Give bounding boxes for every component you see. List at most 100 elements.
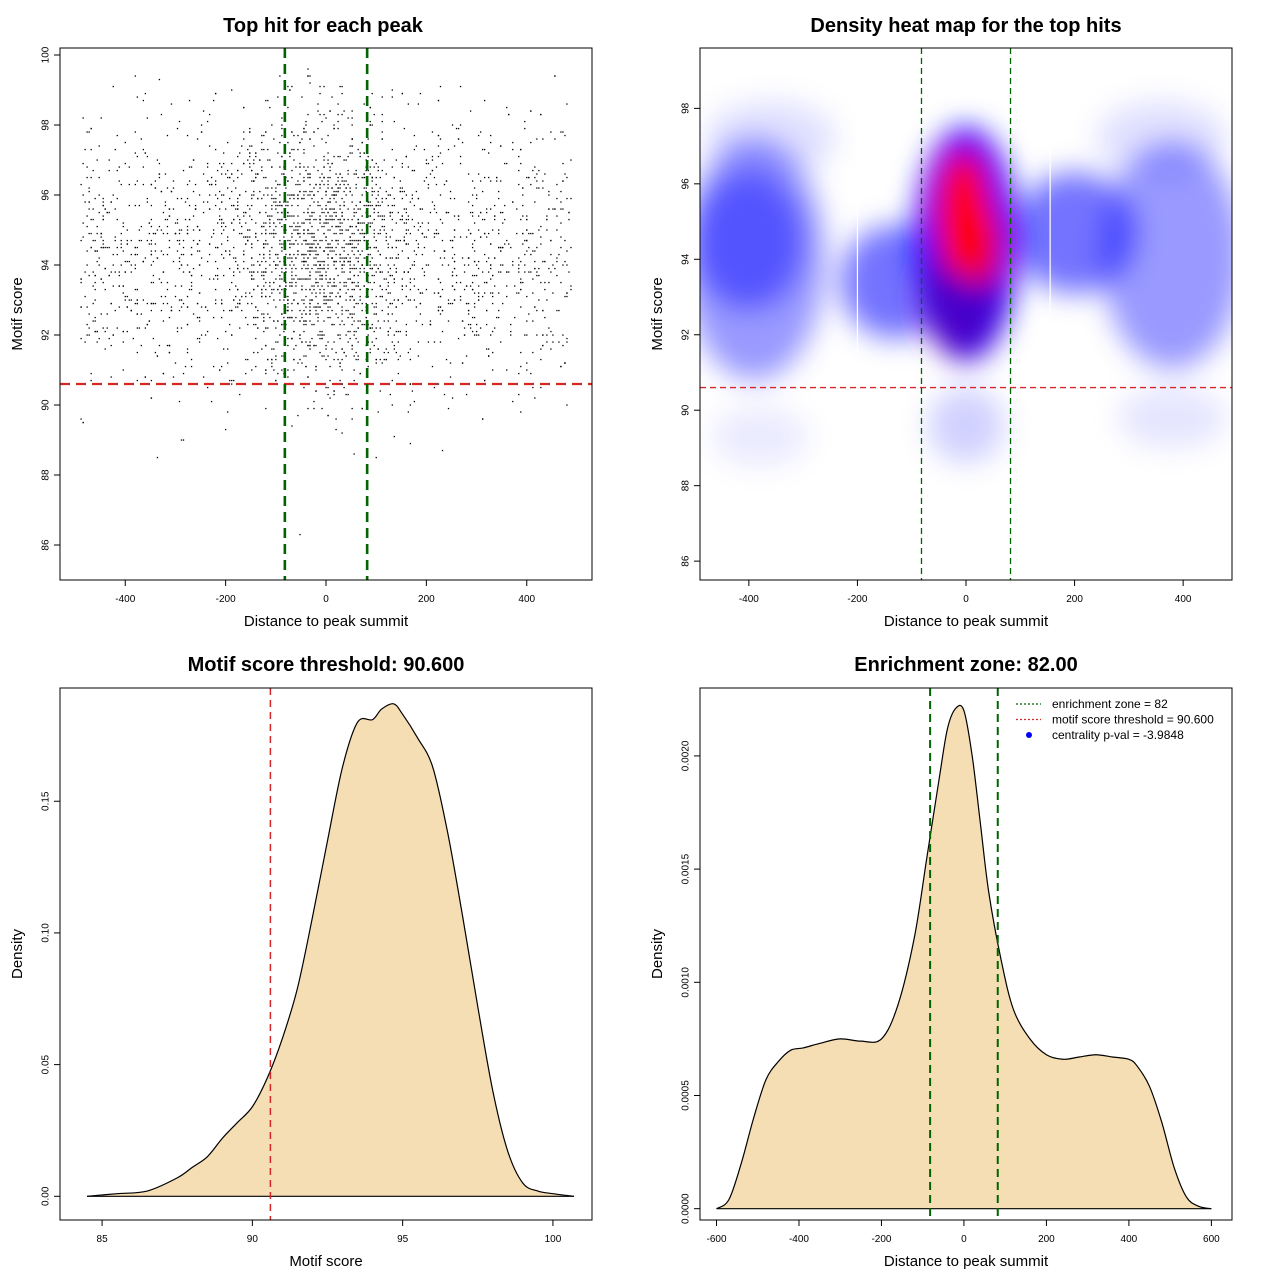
scatter-point	[297, 362, 299, 364]
scatter-point	[305, 288, 307, 291]
scatter-point	[231, 334, 233, 336]
scatter-point	[425, 159, 428, 161]
scatter-point	[265, 204, 267, 207]
scatter-point	[331, 225, 333, 228]
scatter-point	[355, 246, 357, 249]
scatter-point	[518, 183, 520, 186]
scatter-point	[355, 351, 357, 354]
scatter-point	[315, 313, 317, 315]
scatter-point	[231, 89, 233, 91]
scatter-point	[353, 173, 355, 175]
scatter-point	[249, 131, 251, 133]
scatter-point	[152, 274, 155, 277]
scatter-point	[88, 190, 90, 193]
scatter-point	[395, 267, 397, 270]
scatter-point	[214, 194, 217, 196]
scatter-point	[377, 166, 379, 168]
scatter-point	[329, 292, 331, 294]
scatter-point	[341, 232, 343, 235]
scatter-point	[279, 285, 281, 287]
scatter-point	[255, 236, 257, 238]
scatter-point	[182, 253, 185, 256]
heatmap-y-tick-label: 90	[681, 404, 692, 416]
scatter-point	[399, 239, 401, 242]
scatter-point	[281, 369, 283, 371]
scatter-point	[387, 243, 389, 245]
scatter-point	[96, 341, 98, 343]
scatter-point	[500, 145, 502, 147]
scatter-point	[281, 243, 283, 245]
scatter-point	[375, 295, 377, 298]
scatter-point	[166, 344, 169, 347]
scatter-point	[349, 145, 351, 147]
scatter-point	[377, 215, 379, 217]
scatter-point	[301, 316, 303, 319]
scatter-point	[223, 222, 225, 224]
scatter-point	[512, 260, 514, 263]
scatter-point	[146, 197, 149, 200]
scatter-point	[486, 323, 488, 326]
scatter-point	[349, 295, 351, 298]
scatter-point	[251, 194, 253, 196]
scatter-point	[451, 246, 454, 249]
scatter-point	[399, 218, 401, 221]
scatter-point	[347, 288, 349, 291]
scatter-point	[293, 148, 295, 151]
scatter-point	[481, 418, 484, 420]
scatter-point	[373, 274, 375, 277]
scatter-point	[327, 264, 329, 266]
scatter-point	[263, 320, 265, 322]
scatter-point	[554, 267, 556, 270]
scatter-point	[411, 197, 414, 200]
scatter-point	[475, 197, 478, 200]
scatter-point	[502, 222, 504, 224]
scatter-point	[361, 264, 363, 266]
scatter-point	[405, 330, 408, 333]
scatter-point	[311, 236, 313, 238]
scatter-point	[168, 239, 171, 242]
scatter-point	[152, 302, 155, 305]
score-density-x-tick-label: 100	[545, 1234, 562, 1245]
scatter-point	[435, 166, 438, 168]
scatter-point	[285, 187, 287, 189]
scatter-point	[192, 215, 195, 217]
scatter-point	[351, 138, 353, 140]
scatter-point	[552, 341, 554, 343]
scatter-point	[309, 183, 311, 186]
scatter-point	[566, 250, 568, 252]
scatter-point	[492, 292, 494, 294]
scatter-point	[457, 218, 460, 221]
scatter-point	[343, 281, 345, 284]
scatter-point	[385, 288, 387, 291]
scatter-point	[186, 183, 189, 186]
scatter-point	[562, 180, 564, 182]
scatter-point	[542, 260, 544, 263]
scatter-point	[281, 124, 283, 126]
scatter-point	[273, 229, 275, 231]
scatter-point	[373, 166, 375, 168]
scatter-point	[327, 414, 329, 417]
scatter-point	[122, 222, 124, 224]
scatter-point	[287, 215, 289, 217]
scatter-point	[303, 127, 305, 130]
distance-density-y-tick-label: 0.0020	[681, 740, 692, 771]
scatter-point	[190, 288, 193, 291]
scatter-point	[351, 201, 353, 203]
scatter-point	[261, 225, 263, 228]
scatter-point	[281, 313, 283, 315]
scatter-point	[241, 309, 243, 312]
scatter-point	[293, 197, 295, 200]
scatter-point	[208, 278, 211, 280]
scatter-point	[317, 127, 319, 130]
scatter-point	[269, 222, 271, 224]
scatter-point	[423, 271, 426, 273]
scatter-point	[221, 299, 223, 301]
scatter-point	[375, 337, 377, 340]
scatter-point	[136, 379, 138, 382]
scatter-point	[373, 190, 375, 193]
scatter-point	[291, 281, 293, 284]
scatter-point	[138, 204, 140, 207]
scatter-point	[439, 313, 442, 315]
scatter-point	[251, 278, 253, 280]
scatter-point	[251, 302, 253, 305]
